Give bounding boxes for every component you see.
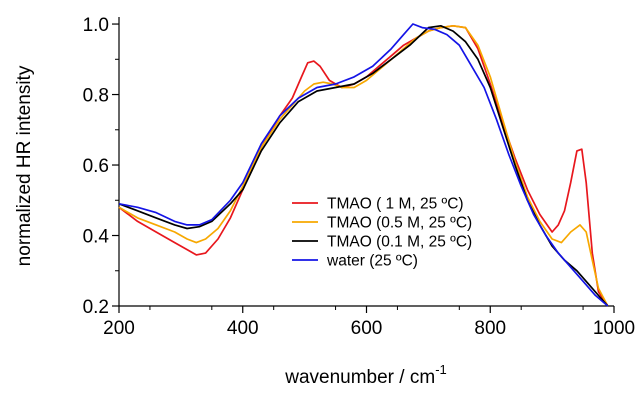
legend-label-1: TMAO ( 1 M, 25 ºC) [327, 196, 464, 213]
x-tick-label-400: 400 [227, 318, 259, 339]
x-tick-label-1000: 1000 [593, 318, 635, 339]
legend-label-3: TMAO (0.1 M, 25 ºC) [327, 234, 472, 251]
x-tick-label-800: 800 [474, 318, 506, 339]
x-axis-title-superscript: -1 [435, 362, 447, 377]
y-tick-label-1: 0.4 [83, 227, 110, 248]
y-axis-title: normalized HR intensity [14, 65, 35, 266]
y-tick-label-0: 0.2 [83, 297, 109, 318]
x-tick-label-200: 200 [103, 318, 135, 339]
series-layer [118, 23, 609, 307]
legend: TMAO ( 1 M, 25 ºC) TMAO (0.5 M, 25 ºC) TMA… [292, 196, 472, 270]
y-tick-label-4: 1.0 [83, 15, 109, 36]
series-line-4 [118, 23, 609, 307]
y-tick-label-2: 0.6 [83, 156, 109, 177]
x-tick-label-600: 600 [351, 318, 383, 339]
series-line-1 [118, 24, 609, 307]
x-axis-title: wavenumber / cm-1 [284, 362, 447, 388]
x-axis-title-text: wavenumber / cm [284, 367, 435, 388]
legend-label-4: water (25 ºC) [326, 253, 418, 270]
axes: 200 400 600 800 1000 0.2 0.4 0.6 0.8 1.0 [83, 15, 636, 339]
y-tick-label-3: 0.8 [83, 86, 109, 107]
legend-label-2: TMAO (0.5 M, 25 ºC) [327, 215, 472, 232]
